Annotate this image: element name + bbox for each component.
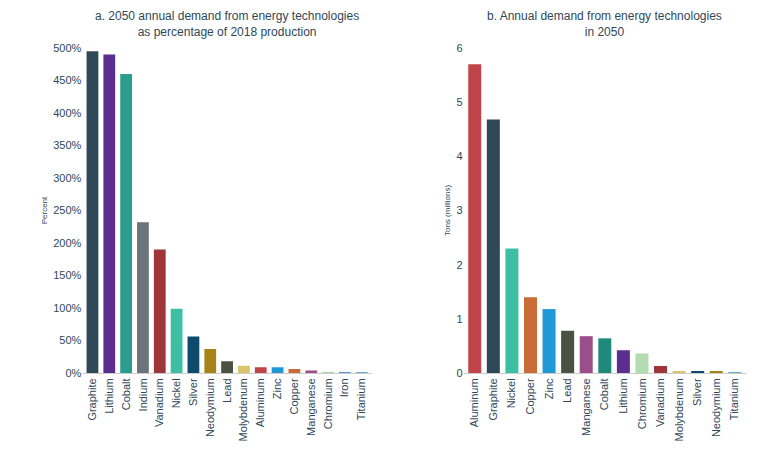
svg-text:300%: 300% (53, 172, 81, 184)
svg-text:400%: 400% (53, 107, 81, 119)
svg-text:0: 0 (456, 367, 462, 379)
svg-text:b. Annual demand from energy t: b. Annual demand from energy technologie… (487, 9, 722, 39)
svg-text:Aluminum: Aluminum (254, 378, 266, 427)
svg-text:Neodymium: Neodymium (710, 378, 722, 437)
svg-text:Lithium: Lithium (103, 378, 115, 413)
svg-text:Molybdenum: Molybdenum (237, 378, 249, 441)
svg-text:Chromium: Chromium (636, 378, 648, 429)
svg-text:Silver: Silver (691, 378, 703, 406)
svg-text:500%: 500% (53, 42, 81, 54)
svg-text:150%: 150% (53, 269, 81, 281)
svg-text:200%: 200% (53, 237, 81, 249)
svg-text:Lead: Lead (561, 378, 573, 402)
svg-text:Vanadium: Vanadium (654, 378, 666, 427)
svg-text:5: 5 (456, 96, 462, 108)
svg-text:2: 2 (456, 259, 462, 271)
svg-text:Copper: Copper (288, 378, 300, 414)
svg-text:Graphite: Graphite (487, 378, 499, 420)
svg-text:Tons (millions): Tons (millions) (443, 185, 452, 236)
svg-text:Lead: Lead (221, 378, 233, 402)
svg-text:Copper: Copper (524, 378, 536, 414)
svg-text:250%: 250% (53, 204, 81, 216)
svg-text:Neodymium: Neodymium (204, 378, 216, 437)
svg-text:Percent: Percent (40, 196, 49, 224)
svg-text:450%: 450% (53, 74, 81, 86)
svg-text:Aluminum: Aluminum (468, 378, 480, 427)
svg-text:50%: 50% (59, 334, 81, 346)
svg-text:100%: 100% (53, 302, 81, 314)
svg-text:Molybdenum: Molybdenum (673, 378, 685, 441)
svg-text:Zinc: Zinc (543, 378, 555, 399)
svg-text:0%: 0% (65, 367, 81, 379)
svg-text:Manganese: Manganese (580, 378, 592, 436)
svg-text:Graphite: Graphite (86, 378, 98, 420)
svg-text:Silver: Silver (187, 378, 199, 406)
svg-text:1: 1 (456, 313, 462, 325)
svg-text:4: 4 (456, 150, 462, 162)
svg-text:Indium: Indium (137, 378, 149, 411)
svg-text:Titanium: Titanium (728, 378, 740, 420)
svg-text:3: 3 (456, 204, 462, 216)
svg-text:350%: 350% (53, 139, 81, 151)
svg-text:Zinc: Zinc (271, 378, 283, 399)
svg-text:Manganese: Manganese (305, 378, 317, 436)
svg-text:Nickel: Nickel (170, 378, 182, 408)
svg-text:Nickel: Nickel (505, 378, 517, 408)
svg-text:Iron: Iron (338, 378, 350, 397)
svg-text:6: 6 (456, 42, 462, 54)
svg-text:Vanadium: Vanadium (153, 378, 165, 427)
svg-text:Titanium: Titanium (355, 378, 367, 420)
svg-text:Lithium: Lithium (617, 378, 629, 413)
svg-text:a. 2050 annual demand from ene: a. 2050 annual demand from energy techno… (95, 9, 359, 39)
svg-text:Cobalt: Cobalt (598, 378, 610, 410)
svg-text:Cobalt: Cobalt (120, 378, 132, 410)
svg-text:Chromium: Chromium (322, 378, 334, 429)
